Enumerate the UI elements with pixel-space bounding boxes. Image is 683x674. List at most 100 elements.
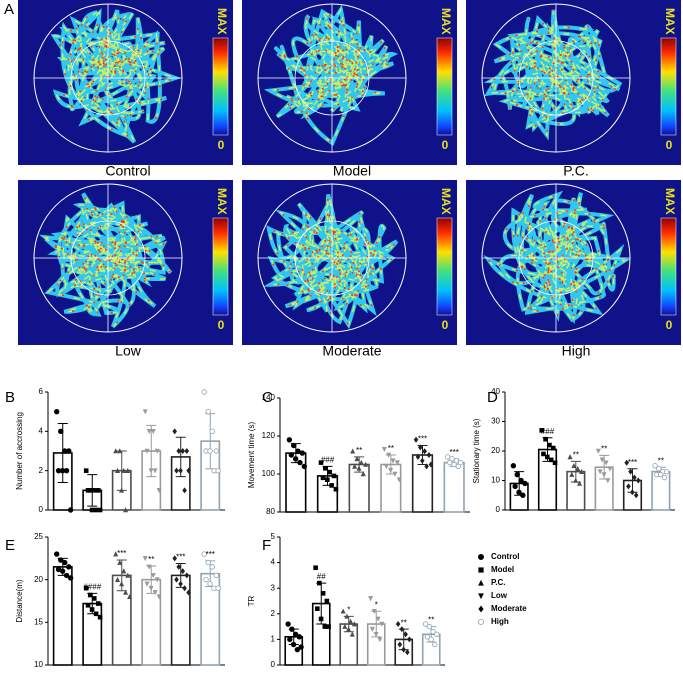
colorbar-min: 0 (442, 138, 449, 152)
point (93, 507, 99, 513)
point (58, 557, 64, 563)
point (318, 460, 324, 465)
point (207, 448, 213, 454)
point (97, 507, 103, 513)
point (595, 448, 601, 454)
point (184, 448, 190, 454)
point (432, 641, 438, 648)
point (59, 568, 66, 574)
point (89, 507, 95, 513)
point (451, 461, 457, 468)
point (344, 613, 350, 619)
point (545, 454, 550, 460)
point (449, 456, 455, 462)
point (327, 469, 332, 475)
point (428, 636, 434, 643)
point (176, 563, 182, 570)
point (422, 448, 427, 455)
point (510, 463, 517, 469)
point (415, 453, 421, 460)
point (150, 573, 156, 579)
point (148, 468, 154, 474)
point (541, 451, 546, 457)
y-tick-label: 3 (271, 583, 276, 592)
point (348, 618, 354, 624)
point (656, 466, 662, 472)
point (539, 428, 545, 433)
point (320, 591, 326, 596)
point (368, 596, 374, 602)
colorbar-min: 0 (666, 318, 673, 332)
point (478, 593, 484, 600)
point (117, 559, 123, 565)
point (213, 448, 219, 454)
point (516, 489, 522, 495)
point (373, 631, 379, 638)
point (83, 468, 89, 473)
point (626, 483, 631, 490)
point (657, 471, 664, 478)
point (552, 460, 558, 466)
point (632, 474, 637, 481)
group-label: High (562, 343, 591, 359)
significance: *** (206, 550, 215, 559)
panel-label: A (4, 1, 14, 18)
point (215, 467, 221, 474)
point (318, 616, 324, 622)
point (346, 626, 352, 632)
point (142, 556, 148, 562)
point (286, 437, 293, 443)
point (317, 580, 322, 586)
point (392, 471, 398, 477)
point (83, 585, 89, 591)
point (91, 488, 97, 493)
y-tick-label: 80 (266, 507, 275, 516)
colorbar (660, 217, 677, 316)
y-tick-label: 25 (34, 532, 43, 541)
point (369, 626, 375, 632)
point (152, 590, 158, 596)
group-label: P.C. (563, 163, 588, 179)
point (418, 444, 423, 451)
point (209, 428, 215, 435)
point (85, 602, 91, 608)
point (113, 448, 119, 454)
point (154, 577, 160, 583)
point (215, 585, 221, 591)
point (478, 605, 484, 613)
point (399, 626, 405, 633)
panel-label: F (262, 537, 271, 554)
point (354, 456, 360, 462)
significance: ** (148, 555, 154, 564)
colorbar-min: 0 (666, 138, 673, 152)
colorbar (436, 37, 453, 136)
point (123, 589, 129, 595)
colorbar-max: MAX (439, 8, 453, 35)
point (571, 462, 577, 469)
significance: *** (176, 553, 185, 562)
point (518, 477, 524, 484)
point (422, 621, 429, 627)
point (477, 619, 484, 626)
point (395, 621, 401, 628)
point (288, 452, 295, 458)
point (297, 459, 303, 466)
colorbar-max: MAX (439, 188, 453, 215)
point (663, 468, 670, 475)
point (146, 564, 152, 570)
point (63, 467, 70, 474)
point (87, 592, 93, 598)
y-tick-label: 10 (34, 660, 43, 669)
colorbar-max: MAX (663, 8, 677, 35)
point (142, 409, 148, 415)
point (605, 478, 611, 484)
point (127, 593, 133, 600)
point (603, 460, 609, 466)
point (424, 463, 429, 470)
point (205, 559, 211, 566)
point (295, 448, 301, 454)
bar (170, 574, 191, 666)
point (180, 448, 186, 454)
point (350, 448, 356, 454)
point (299, 450, 306, 456)
